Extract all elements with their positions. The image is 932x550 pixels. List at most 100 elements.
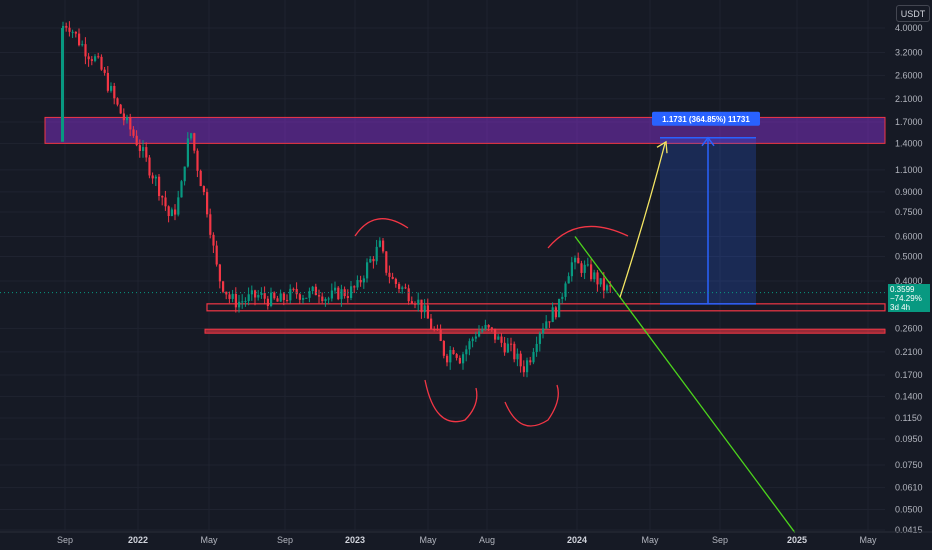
time-tick-label: May	[419, 535, 437, 545]
time-tick-label: 2023	[345, 535, 365, 545]
time-tick-label: Sep	[712, 535, 728, 545]
price-tick-label: 0.2100	[895, 347, 923, 357]
candle-body	[439, 329, 442, 342]
candle-body	[132, 129, 135, 136]
candle-body	[327, 298, 330, 300]
candle-body	[385, 251, 388, 273]
time-tick-label: 2022	[128, 535, 148, 545]
candle-body	[62, 25, 65, 28]
candle-body	[254, 290, 257, 298]
candle-body	[577, 257, 580, 264]
candle-body	[366, 262, 369, 279]
candle-body	[218, 264, 221, 282]
candle-body	[372, 258, 375, 262]
candle-body	[94, 56, 97, 61]
candle-body	[570, 262, 573, 277]
candle-body	[180, 181, 183, 198]
candle-body	[174, 209, 177, 215]
candle-body	[430, 318, 433, 330]
candle-body	[84, 44, 87, 57]
candle-body	[122, 113, 125, 121]
candle-body	[324, 298, 327, 302]
candle-body	[554, 307, 557, 318]
candle-body	[436, 329, 439, 331]
candle-body	[378, 240, 381, 247]
candle-body	[506, 343, 509, 353]
time-axis[interactable]: Sep 2022 May Sep 2023 May Aug 2024 May Sep 2025 May	[0, 531, 932, 545]
candle-body	[362, 278, 365, 283]
candle-body	[151, 175, 154, 179]
candle-body	[257, 294, 260, 298]
candle-body	[510, 343, 513, 345]
candle-body	[177, 197, 180, 215]
candle-body	[535, 343, 538, 352]
candle-body	[292, 288, 295, 290]
candle-body	[602, 278, 605, 291]
candle-body	[334, 287, 337, 291]
candle-body	[487, 324, 490, 328]
candle-body	[305, 297, 308, 299]
time-tick-label: Sep	[57, 535, 73, 545]
candle-body	[199, 170, 202, 187]
candle-body	[119, 104, 122, 114]
candle-body	[471, 338, 474, 342]
candle-body	[167, 206, 170, 217]
annotation-arc	[354, 218, 409, 237]
price-tick-label: 0.2600	[895, 323, 923, 333]
currency-badge[interactable]: USDT	[896, 5, 930, 22]
price-tick-label: 0.1150	[895, 413, 922, 423]
candle-body	[410, 301, 413, 304]
candle-body	[65, 25, 68, 28]
candle-body	[228, 294, 231, 299]
candle-body	[142, 147, 145, 151]
measure-arrow-head	[701, 136, 715, 147]
time-tick-label: 2024	[567, 535, 587, 545]
candle-body	[263, 293, 266, 299]
candle-body	[135, 135, 138, 146]
candle-body	[567, 276, 570, 284]
price-tick-label: 0.7500	[895, 207, 923, 217]
candle-body	[273, 292, 276, 299]
current-price-label: 0.3599 −74.29% 3d 4h	[888, 284, 930, 312]
candle-body	[295, 288, 298, 295]
candle-body	[186, 138, 189, 167]
candle-body	[426, 305, 429, 319]
candle-body	[212, 234, 215, 246]
candle-body	[596, 272, 599, 285]
candle-body	[417, 299, 420, 305]
candle-body	[103, 69, 106, 73]
candle-body	[289, 288, 292, 301]
candle-body	[465, 349, 468, 355]
candle-body	[340, 289, 343, 300]
candle-body	[538, 333, 541, 344]
price-tick-label: 0.9000	[895, 187, 923, 197]
candle-body	[270, 292, 273, 307]
price-tick-label: 0.0500	[895, 505, 923, 515]
time-tick-label: May	[641, 535, 659, 545]
candle-body	[446, 355, 449, 363]
time-tick-label: Sep	[277, 535, 293, 545]
candle-body	[74, 31, 77, 34]
candle-body	[398, 283, 401, 289]
candle-body	[558, 298, 561, 318]
candle-body	[321, 296, 324, 302]
candle-body	[561, 296, 564, 299]
price-tick-label: 1.4000	[895, 138, 923, 148]
current-price-countdown: 3d 4h	[890, 303, 911, 312]
candle-body	[353, 286, 356, 288]
candle-body	[170, 209, 173, 217]
candle-body	[314, 286, 317, 296]
measure-label-bg	[652, 111, 760, 126]
price-axis[interactable]: 4.0000 3.2000 2.6000 2.1000 1.7000 1.4000 1.10…	[895, 23, 923, 535]
candle-body	[250, 290, 253, 295]
candle-body	[126, 117, 129, 121]
candle-body	[481, 329, 484, 332]
support-line-lower	[204, 328, 886, 334]
candle-body	[190, 133, 193, 139]
candle-body	[206, 192, 209, 215]
candle-body	[490, 327, 493, 329]
candle-body	[225, 291, 228, 295]
candle-body	[302, 298, 305, 300]
candle-body	[548, 321, 551, 323]
